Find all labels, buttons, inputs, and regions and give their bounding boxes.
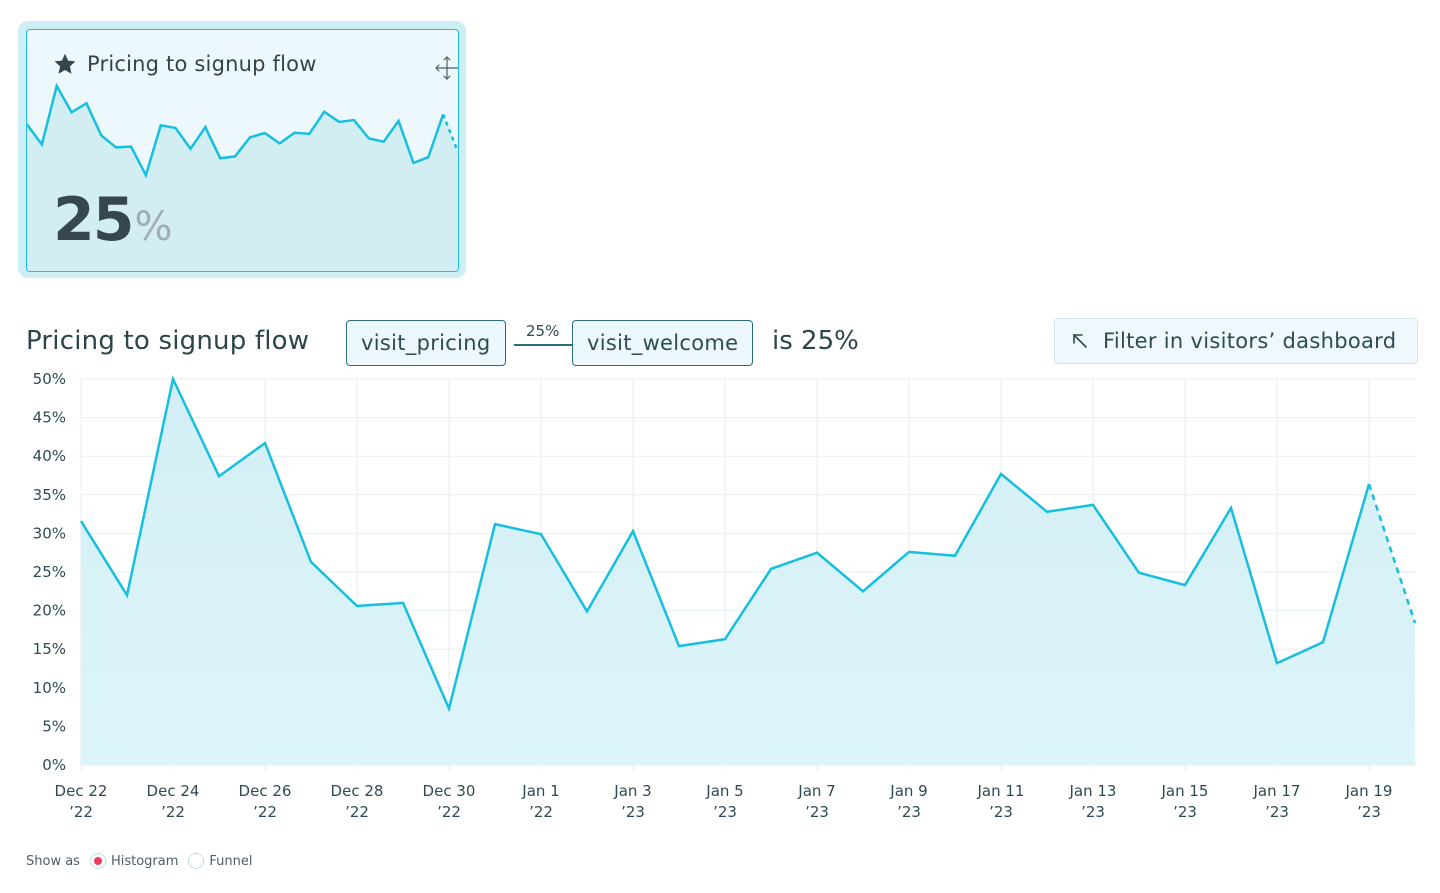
x-tick-label: Dec 26 xyxy=(239,782,292,800)
radio-funnel[interactable]: Funnel xyxy=(188,853,253,869)
show-as-label: Show as xyxy=(26,853,80,869)
result-label: is 25% xyxy=(772,326,859,356)
step-from-pill[interactable]: visit_pricing xyxy=(346,320,506,366)
widget-value-number: 25 xyxy=(53,185,134,255)
y-tick-label: 20% xyxy=(33,602,66,620)
x-tick-label: Jan 3 xyxy=(613,782,651,800)
chart-header: Pricing to signup flow visit_pricing 25%… xyxy=(26,318,1418,368)
widget-header: Pricing to signup flow xyxy=(53,52,317,76)
step-conversion-rate: 25% xyxy=(526,322,560,340)
x-tick-label: Jan 15 xyxy=(1161,782,1209,800)
x-tick-year: ’23 xyxy=(621,803,645,821)
y-tick-label: 40% xyxy=(33,447,66,465)
widget-value: 25% xyxy=(53,190,173,250)
x-tick-year: ’23 xyxy=(989,803,1013,821)
x-tick-label: Dec 24 xyxy=(147,782,200,800)
x-tick-year: ’23 xyxy=(805,803,829,821)
x-tick-year: ’22 xyxy=(161,803,185,821)
y-tick-label: 30% xyxy=(33,524,66,542)
x-tick-label: Jan 7 xyxy=(797,782,835,800)
y-tick-label: 15% xyxy=(33,640,66,658)
x-tick-label: Jan 9 xyxy=(889,782,927,800)
radio-histogram-button[interactable] xyxy=(89,853,106,869)
filter-in-dashboard-button[interactable]: Filter in visitors’ dashboard xyxy=(1054,318,1418,364)
x-tick-year: ’23 xyxy=(897,803,921,821)
x-tick-year: ’22 xyxy=(345,803,369,821)
radio-histogram-label: Histogram xyxy=(110,853,179,869)
y-tick-label: 50% xyxy=(33,370,66,388)
page-title: Pricing to signup flow xyxy=(26,326,310,356)
y-tick-label: 25% xyxy=(33,563,66,581)
y-tick-label: 10% xyxy=(33,679,66,697)
x-tick-label: Dec 28 xyxy=(331,782,384,800)
y-tick-label: 45% xyxy=(33,409,66,427)
step-connector xyxy=(514,344,572,346)
x-tick-year: ’23 xyxy=(1081,803,1105,821)
area-fill xyxy=(81,379,1415,765)
x-tick-year: ’22 xyxy=(69,803,93,821)
x-tick-year: ’22 xyxy=(437,803,461,821)
widget-value-unit: % xyxy=(134,204,173,250)
x-tick-year: ’23 xyxy=(713,803,737,821)
incomplete-line xyxy=(1367,483,1417,624)
x-tick-year: ’23 xyxy=(1357,803,1381,821)
show-as-control: Show as Histogram Funnel xyxy=(26,853,253,869)
x-tick-year: ’22 xyxy=(253,803,277,821)
x-tick-year: ’23 xyxy=(1173,803,1197,821)
radio-histogram[interactable]: Histogram xyxy=(89,853,179,869)
widget-sparkline xyxy=(27,82,458,271)
x-tick-label: Jan 1 xyxy=(521,782,559,800)
x-tick-label: Jan 17 xyxy=(1253,782,1301,800)
x-tick-label: Jan 13 xyxy=(1069,782,1117,800)
widget-title: Pricing to signup flow xyxy=(87,52,317,76)
y-tick-label: 35% xyxy=(33,486,66,504)
x-tick-label: Jan 5 xyxy=(705,782,743,800)
move-icon[interactable] xyxy=(434,54,459,82)
x-tick-year: ’22 xyxy=(529,803,553,821)
radio-funnel-button[interactable] xyxy=(188,853,205,869)
conversion-area-chart[interactable]: 0% 5% 10% 15% 20% 25% 30% 35% 40% 45% 50% Dec 22 ’22… xyxy=(0,365,1440,825)
x-tick-label: Jan 11 xyxy=(977,782,1025,800)
x-tick-year: ’23 xyxy=(1265,803,1289,821)
radio-funnel-label: Funnel xyxy=(209,853,253,869)
filter-button-label: Filter in visitors’ dashboard xyxy=(1103,329,1397,353)
data-line xyxy=(79,375,1371,713)
y-tick-label: 5% xyxy=(42,717,66,735)
arrow-up-left-icon xyxy=(1073,334,1087,348)
x-tick-label: Dec 30 xyxy=(423,782,476,800)
x-tick-label: Dec 22 xyxy=(55,782,108,800)
step-to-pill[interactable]: visit_welcome xyxy=(572,320,754,366)
y-tick-label: 0% xyxy=(42,756,66,774)
pricing-signup-widget[interactable]: Pricing to signup flow 25% xyxy=(26,29,459,272)
star-icon[interactable] xyxy=(53,52,77,76)
x-tick-label: Jan 19 xyxy=(1345,782,1393,800)
